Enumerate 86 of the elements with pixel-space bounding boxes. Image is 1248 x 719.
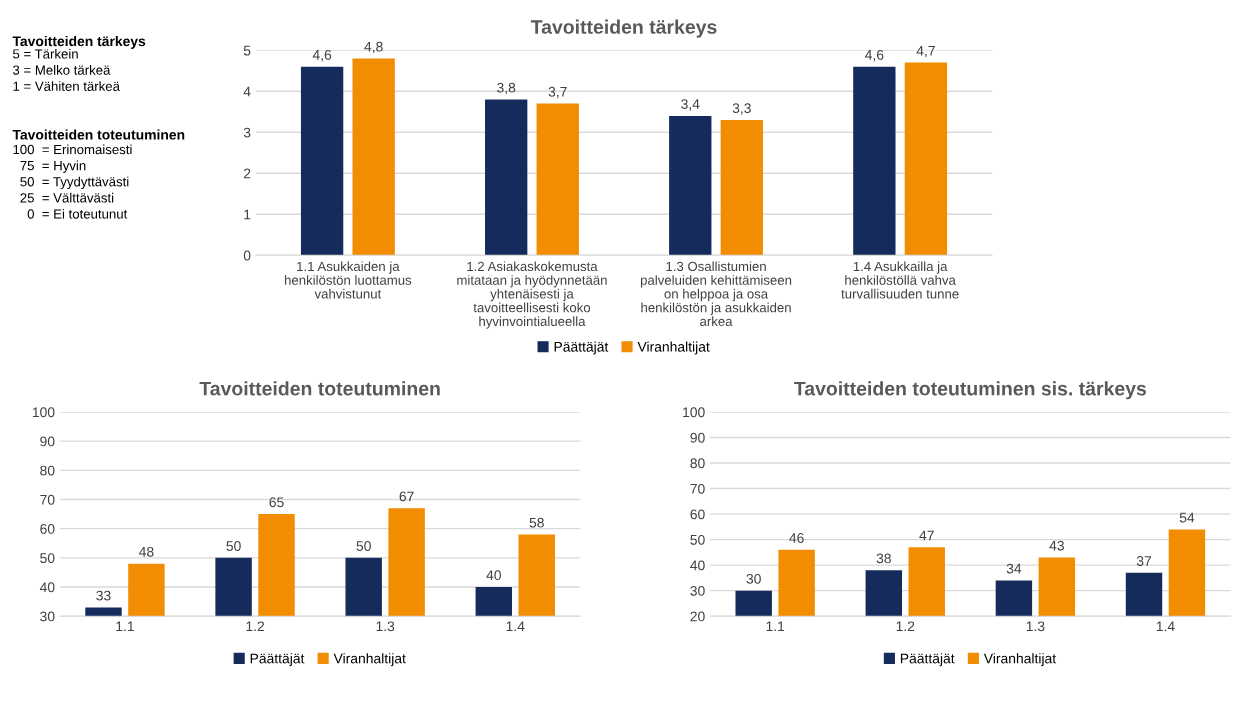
- y-tick-label: 100: [32, 407, 55, 418]
- x-tick-label: 1.4 Asukkailla ja henkilöstöllä vahva turvallisuuden tunne: [841, 261, 959, 299]
- x-tick-label: 1.2: [246, 621, 265, 632]
- text: 100 = Erinomaisesti: [13, 144, 132, 155]
- x-tick-label: 1.3: [1026, 621, 1045, 632]
- y-tick-label: 30: [690, 585, 705, 596]
- data-label: 40: [486, 570, 501, 581]
- data-label: 33: [96, 590, 111, 601]
- legend-label: Päättäjät: [554, 341, 609, 355]
- y-tick-label: 50: [40, 553, 55, 564]
- data-label: 38: [876, 553, 891, 564]
- data-label: 50: [356, 541, 371, 551]
- y-tick-label: 4: [243, 86, 251, 97]
- y-tick-label: 40: [690, 560, 705, 571]
- data-label: 54: [1179, 512, 1195, 523]
- data-label: 30: [746, 573, 761, 584]
- data-label: 43: [1049, 540, 1064, 551]
- data-label: 3,3: [732, 103, 751, 115]
- data-label: 50: [226, 541, 241, 551]
- y-tick-label: 2: [243, 168, 251, 179]
- y-tick-label: 40: [39, 582, 55, 593]
- x-tick-label: 1.1: [766, 621, 785, 632]
- y-tick-label: 60: [40, 524, 55, 534]
- data-label: 3,8: [497, 82, 516, 95]
- data-label: 4,6: [312, 49, 332, 62]
- legend-label: Päättäjät: [900, 653, 955, 667]
- data-label: 65: [269, 497, 284, 508]
- data-label: 4,7: [916, 46, 935, 58]
- text: 5 = Tärkein: [13, 48, 78, 59]
- data-label: 4,6: [865, 49, 884, 62]
- bar: [536, 103, 579, 256]
- y-tick-label: 20: [690, 611, 705, 622]
- data-label: 48: [139, 546, 154, 557]
- y-tick-label: 70: [40, 494, 55, 505]
- data-label: 67: [399, 491, 414, 502]
- x-tick-label: 1.3 Osallistumien palveluiden kehittämiseen on helppoa ja osa henkilöstön ja asukkaiden arkea: [640, 261, 792, 327]
- data-label: 37: [1136, 556, 1152, 566]
- y-tick-label: 0: [243, 250, 251, 261]
- bar: [720, 120, 763, 256]
- y-tick-label: 90: [40, 436, 55, 447]
- bar: [904, 62, 948, 256]
- y-tick-label: 70: [690, 483, 705, 494]
- x-tick-label: 1.1: [116, 621, 134, 632]
- data-label: 58: [529, 517, 544, 528]
- y-tick-label: 100: [683, 407, 705, 418]
- data-label: 3,7: [548, 86, 567, 99]
- y-tick-label: 5: [243, 45, 251, 56]
- legend-label: Viranhaltijat: [637, 341, 710, 355]
- x-tick-label: 1.3: [376, 621, 395, 632]
- text: 50 = Tyydyttävästi: [20, 176, 129, 190]
- bar: [300, 66, 344, 256]
- y-tick-label: 50: [690, 534, 705, 545]
- y-tick-label: 80: [40, 465, 55, 476]
- y-tick-label: 60: [690, 509, 705, 520]
- x-tick-label: 1.2 Asiakaskokemusta mitataan ja hyödynnetään yhtenäisesti ja tavoitteellisesti koko hyvinvointialueella: [457, 261, 607, 329]
- text: 25 = Välttävästi: [20, 192, 114, 203]
- x-tick-label: 1.2: [896, 621, 915, 632]
- data-label: 47: [919, 530, 934, 541]
- bar: [352, 58, 395, 256]
- text: 0 = Ei toteutunut: [27, 208, 128, 219]
- legend-label: Viranhaltijat: [983, 653, 1057, 667]
- bar: [485, 99, 528, 256]
- y-tick-label: 80: [690, 458, 705, 469]
- data-label: 3,4: [681, 99, 700, 111]
- text: 75 = Hyvin: [20, 160, 86, 173]
- bar: [853, 66, 896, 256]
- text: Tavoitteiden tärkeys: [12, 35, 146, 49]
- y-tick-label: 90: [690, 432, 705, 443]
- bar: [669, 115, 712, 256]
- x-tick-label: 1.4: [1156, 621, 1175, 632]
- x-tick-label: 1.4: [506, 621, 525, 632]
- y-tick-label: 1: [244, 209, 251, 220]
- y-tick-label: 30: [40, 611, 55, 622]
- chart-title: Tavoitteiden toteutuminen: [199, 381, 440, 396]
- data-label: 46: [789, 533, 804, 543]
- chart-title: Tavoitteiden toteutuminen sis. tärkeys: [794, 381, 1147, 400]
- chart-title: Tavoitteiden tärkeys: [530, 19, 717, 38]
- text: 1 = Vähiten tärkeä: [13, 81, 120, 91]
- y-tick-label: 3: [243, 127, 251, 138]
- data-label: 34: [1006, 563, 1022, 574]
- legend-label: Viranhaltijat: [333, 653, 406, 667]
- text: 3 = Melko tärkeä: [12, 65, 111, 75]
- x-tick-label: 1.1 Asukkaiden ja henkilöstön luottamus vahvistunut: [284, 261, 412, 299]
- legend-label: Päättäjät: [250, 653, 305, 667]
- text: Tavoitteiden toteutuminen: [12, 129, 185, 140]
- data-label: 4,8: [364, 41, 383, 54]
